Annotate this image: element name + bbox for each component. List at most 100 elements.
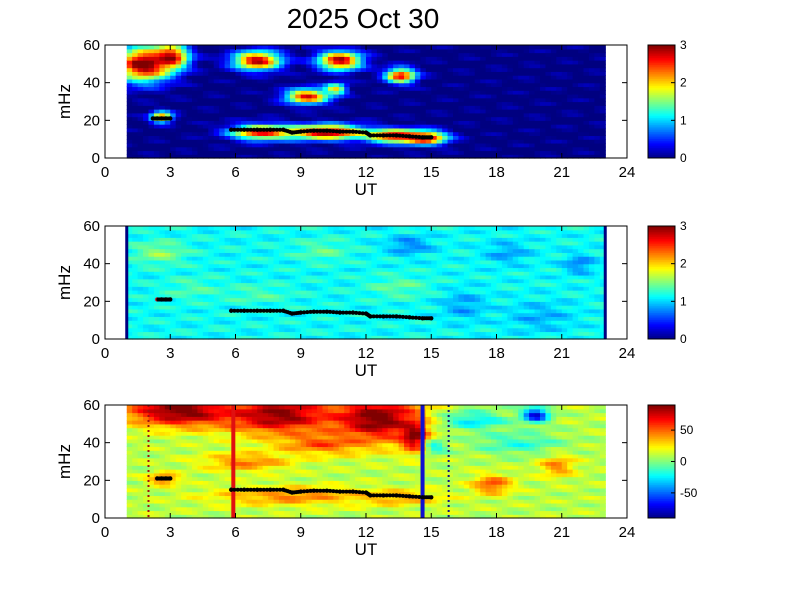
heatmap-cell [186,327,193,333]
heatmap-cell [431,256,438,261]
ridge-point [354,129,359,134]
heatmap-cell [213,297,220,302]
heatmap-cell [496,86,503,91]
heatmap-cell [295,56,302,61]
heatmap-cell [507,97,514,103]
heatmap-cell [344,320,351,325]
heatmap-cell [322,331,329,336]
heatmap-cell [387,301,394,306]
heatmap-cell [289,105,296,110]
heatmap-cell [262,278,269,284]
heatmap-cell [279,112,286,118]
heatmap-cell [512,293,519,299]
heatmap-cell [284,124,291,129]
heatmap-cell [246,71,253,76]
heatmap-cell [393,112,400,118]
heatmap-cell [371,305,378,310]
heatmap-cell [175,139,182,144]
heatmap-cell [507,233,514,238]
heatmap-cell [420,127,427,133]
heatmap-cell [371,105,378,110]
heatmap-cell [366,45,373,50]
heatmap-cell [268,286,275,291]
heatmap-cell [398,131,405,136]
heatmap-cell [404,97,411,103]
heatmap-cell [257,56,264,61]
heatmap-cell [507,48,514,54]
heatmap-cell [164,290,171,295]
heatmap-cell [366,105,373,110]
heatmap-cell [202,263,209,269]
heatmap-cell [463,327,470,333]
heatmap-cell [588,101,595,106]
heatmap-cell [202,146,209,152]
heatmap-cell [240,274,247,280]
heatmap-cell [230,297,237,302]
heatmap-cell [240,86,247,91]
heatmap-cell [126,63,133,69]
heatmap-cell [186,142,193,148]
heatmap-cell [164,305,171,310]
heatmap-cell [501,297,508,302]
heatmap-cell [246,67,253,72]
y-tick-label: 40 [83,75,100,92]
heatmap-cell [360,142,367,148]
heatmap-cell [349,323,356,329]
heatmap-cell [175,237,182,242]
heatmap-cell [458,237,465,242]
heatmap-cell [344,109,351,114]
heatmap-cell [409,331,416,336]
heatmap-cell [132,241,139,246]
heatmap-cell [251,146,258,152]
ridge-point [360,130,365,135]
heatmap-cell [349,101,356,106]
heatmap-cell [143,150,150,155]
heatmap-cell [578,124,585,129]
heatmap-cell [279,56,286,61]
heatmap-cell [398,52,405,57]
heatmap-cell [572,45,579,50]
heatmap-cell [431,48,438,54]
heatmap-cell [583,82,590,88]
heatmap-cell [143,139,150,144]
heatmap-cell [240,293,247,299]
heatmap-cell [355,327,362,333]
heatmap-cell [453,320,460,325]
heatmap-cell [414,139,421,144]
heatmap-cell [143,78,150,84]
heatmap-cell [507,316,514,321]
heatmap-cell [224,127,231,133]
heatmap-cell [578,93,585,99]
heatmap-cell [550,124,557,129]
heatmap-cell [132,244,139,250]
heatmap-cell [436,229,443,235]
heatmap-cell [382,259,389,265]
heatmap-cell [268,256,275,261]
heatmap-cell [371,229,378,235]
heatmap-cell [453,78,460,84]
heatmap-cell [240,142,247,148]
heatmap-cell [442,82,449,88]
heatmap-cell [208,323,215,329]
heatmap-cell [273,97,280,103]
heatmap-cell [458,229,465,235]
heatmap-cell [550,45,557,50]
heatmap-cell [404,154,411,159]
heatmap-cell [474,142,481,148]
heatmap-cell [469,286,476,291]
heatmap-cell [431,267,438,272]
heatmap-cell [246,109,253,114]
heatmap-cell [442,259,449,265]
heatmap-cell [420,323,427,329]
heatmap-cell [349,82,356,88]
heatmap-cell [491,109,498,114]
heatmap-cell [153,52,160,57]
heatmap-cell [317,131,324,136]
heatmap-cell [404,127,411,133]
heatmap-cell [550,131,557,136]
heatmap-cell [333,290,340,295]
heatmap-cell [409,256,416,261]
heatmap-cell [480,131,487,136]
